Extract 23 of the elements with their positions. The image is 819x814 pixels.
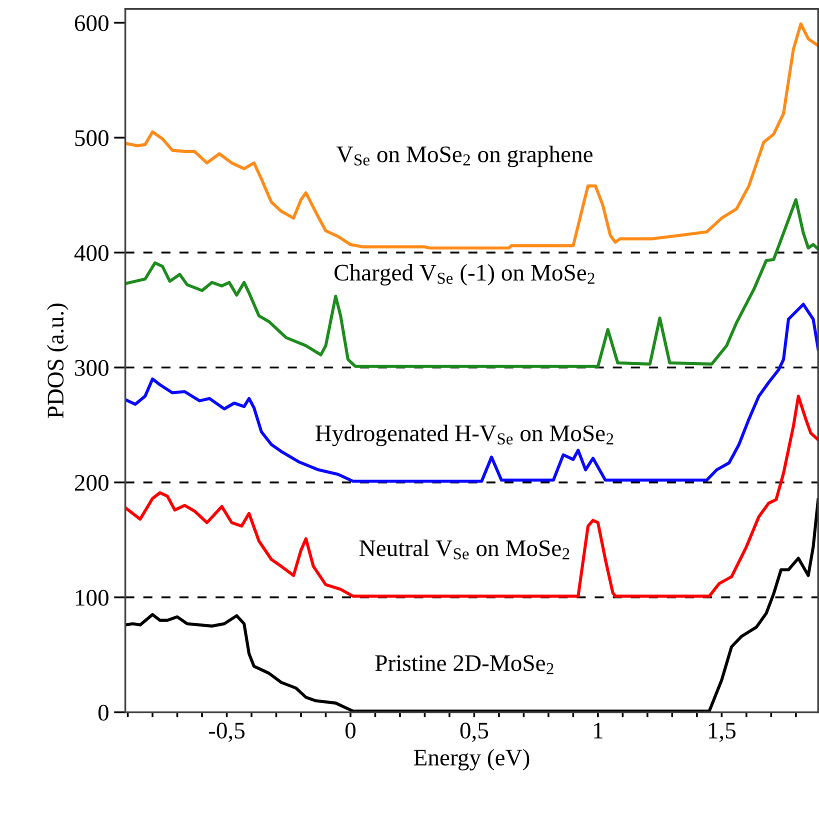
series-label: Neutral V$_{Se}$ on MoSe$_{2}$: [359, 540, 570, 560]
y-tick-label: 100: [76, 590, 108, 606]
x-axis-title: Energy (eV): [414, 748, 530, 770]
x-tick-label: 0: [345, 722, 356, 739]
series-label: V$_{Se}$ on MoSe$_{2}$ on graphene: [336, 146, 593, 168]
series-label: Hydrogenated H-V$_{Se}$ on MoSe$_{2}$: [316, 424, 614, 446]
series-label: Pristine 2D-MoSe$_{2}$: [375, 655, 554, 674]
y-tick-label: 600: [74, 15, 108, 32]
y-tick-label: 200: [74, 474, 108, 491]
x-tick-label: 0,5: [460, 722, 488, 742]
y-tick-label: 0: [98, 704, 108, 721]
line-series: [125, 198, 818, 368]
x-tick-label: -0,5: [208, 722, 245, 742]
y-axis-title: PDOS (a.u.): [46, 304, 68, 418]
x-tick-label: 1,5: [708, 722, 736, 742]
line-series: [125, 22, 818, 250]
y-tick-label: 300: [75, 360, 108, 376]
x-tick-label: 1: [594, 722, 602, 738]
line-series: [125, 394, 818, 598]
series-label: Charged V$_{Se}$ (-1) on MoSe$_{2}$: [334, 264, 594, 286]
line-series: [125, 302, 818, 483]
y-tick-label: 400: [74, 245, 108, 262]
y-tick-label: 500: [75, 130, 108, 146]
